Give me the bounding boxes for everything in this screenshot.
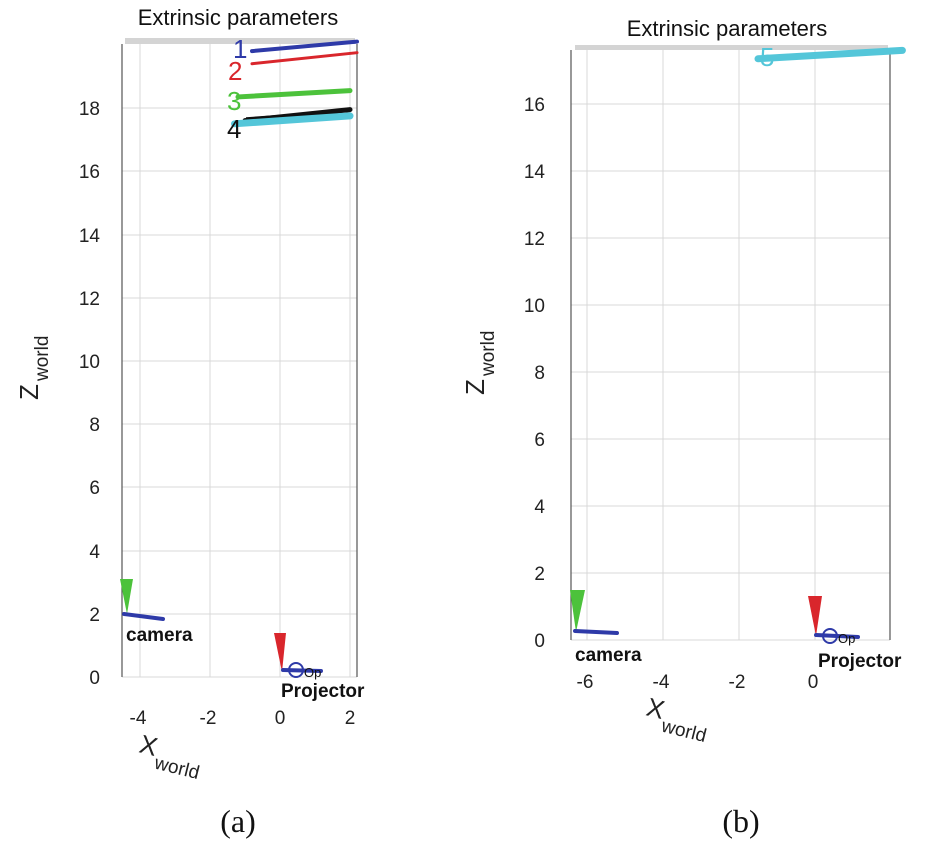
a-xlabel-sub: world xyxy=(151,752,201,784)
b-projector-z-arrow xyxy=(808,596,822,636)
panel-b-top-edge xyxy=(575,45,888,50)
a-calibration-boards: 1 2 3 4 xyxy=(227,34,359,144)
a-board-5-line xyxy=(231,112,354,128)
b-ylabel-sub: world xyxy=(478,331,499,377)
b-ytick-label: 4 xyxy=(534,497,545,518)
b-camera-label: camera xyxy=(575,645,642,666)
panel-a-title: Extrinsic parameters xyxy=(138,5,339,30)
b-ytick-label: 16 xyxy=(524,95,545,116)
a-ytick-label: 10 xyxy=(79,352,100,373)
panel-a-top-edge xyxy=(125,38,355,44)
a-ytick-label: 2 xyxy=(89,605,100,626)
b-camera-x-arrow xyxy=(573,629,619,635)
b-xtick-label: 0 xyxy=(808,672,819,693)
a-projector-origin-marker xyxy=(288,662,304,678)
b-x-ticks: -6 -4 -2 0 xyxy=(577,672,819,693)
a-board-3-line xyxy=(235,88,353,100)
a-xtick-label: 0 xyxy=(275,708,286,729)
b-projector-origin-label: Op xyxy=(838,631,855,646)
b-projector-origin-marker xyxy=(822,628,838,644)
a-board-2-label: 2 xyxy=(228,56,242,86)
a-xtick-label: -4 xyxy=(130,708,147,729)
a-y-ticks: 0 2 4 6 8 10 12 14 16 18 xyxy=(79,99,101,689)
b-x-axis-label: X world xyxy=(644,692,709,747)
a-board-2-line xyxy=(250,51,359,66)
a-ylabel-main: Z xyxy=(14,384,44,400)
a-projector-z-arrow xyxy=(274,633,286,672)
a-ytick-label: 8 xyxy=(89,415,100,436)
a-ytick-label: 14 xyxy=(79,226,101,247)
b-ytick-label: 6 xyxy=(534,430,545,451)
a-projector-glyph: Op Projector xyxy=(274,633,365,702)
b-ytick-label: 0 xyxy=(534,631,545,652)
a-camera-z-arrow xyxy=(120,579,133,614)
b-xlabel-sub: world xyxy=(658,715,708,747)
a-board-1-line xyxy=(250,39,359,54)
b-xtick-label: -4 xyxy=(653,672,670,693)
a-x-axis-label: X world xyxy=(137,729,202,784)
b-ylabel-main: Z xyxy=(460,379,490,395)
panel-a: Extrinsic parameters 0 2 4 6 8 10 xyxy=(14,5,365,839)
b-ytick-label: 14 xyxy=(524,162,546,183)
b-board-5-label: 5 xyxy=(760,42,774,72)
b-ytick-label: 2 xyxy=(534,564,545,585)
a-ytick-label: 18 xyxy=(79,99,100,120)
panel-a-grid xyxy=(122,44,357,678)
panel-a-caption: (a) xyxy=(220,803,256,839)
a-y-axis-label: Z world xyxy=(14,336,53,400)
a-board-4-label: 4 xyxy=(227,114,241,144)
a-camera-x-arrow xyxy=(122,612,165,621)
b-board-5-line xyxy=(754,46,906,63)
a-ytick-label: 16 xyxy=(79,162,100,183)
b-xtick-label: -2 xyxy=(729,672,746,693)
panel-b-grid xyxy=(571,50,890,641)
a-ytick-label: 6 xyxy=(89,478,100,499)
a-projector-label: Projector xyxy=(281,681,365,702)
panel-b-caption: (b) xyxy=(722,803,759,839)
b-y-ticks: 0 2 4 6 8 10 12 14 16 xyxy=(524,95,546,652)
a-xtick-label: 2 xyxy=(345,708,356,729)
b-projector-glyph: Op Projector xyxy=(808,596,902,672)
a-x-ticks: -4 -2 0 2 xyxy=(130,708,356,729)
a-board-4-edge xyxy=(245,112,317,119)
a-ytick-label: 0 xyxy=(89,668,100,689)
a-board-1-label: 1 xyxy=(233,34,247,64)
a-board-3-label: 3 xyxy=(227,86,241,116)
b-y-axis-label: Z world xyxy=(460,331,499,395)
b-camera-z-arrow xyxy=(570,590,585,632)
b-ytick-label: 12 xyxy=(524,229,545,250)
a-projector-origin-label: Op xyxy=(304,665,321,680)
b-xtick-label: -6 xyxy=(577,672,594,693)
b-ytick-label: 10 xyxy=(524,296,545,317)
a-camera-label: camera xyxy=(126,625,193,646)
b-ytick-label: 8 xyxy=(534,363,545,384)
panel-b-title: Extrinsic parameters xyxy=(627,16,828,41)
a-ylabel-sub: world xyxy=(32,336,53,382)
a-ytick-label: 4 xyxy=(89,542,100,563)
a-camera-glyph: camera xyxy=(120,579,193,646)
b-projector-label: Projector xyxy=(818,651,902,672)
a-xtick-label: -2 xyxy=(200,708,217,729)
b-camera-glyph: camera xyxy=(570,590,642,666)
b-calibration-boards: 5 xyxy=(754,42,906,72)
a-ytick-label: 12 xyxy=(79,289,100,310)
panel-b: Extrinsic parameters 0 2 4 6 8 10 12 xyxy=(460,16,906,839)
